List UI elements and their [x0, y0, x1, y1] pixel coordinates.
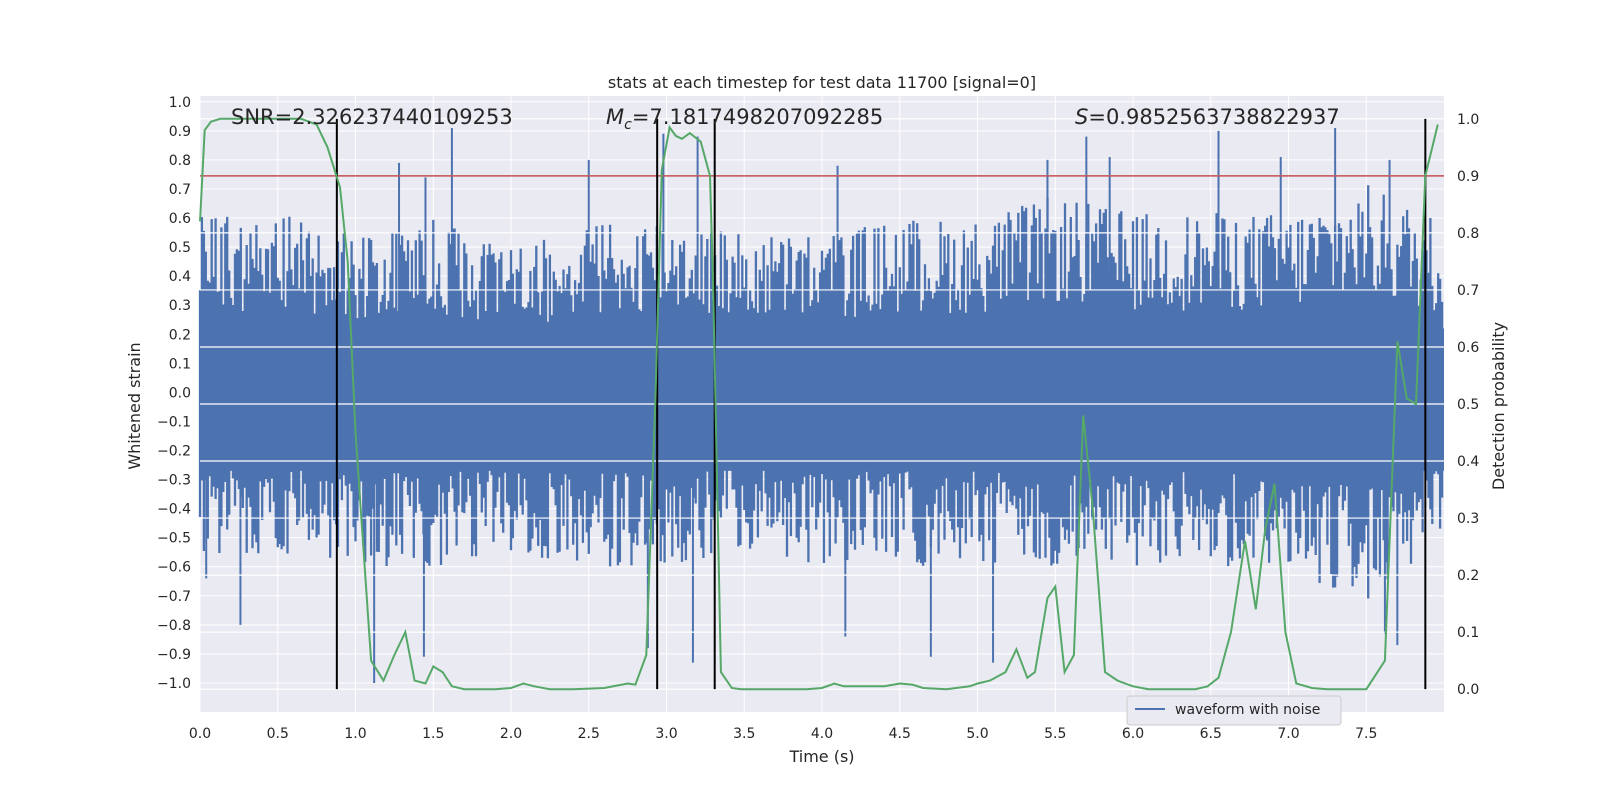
- vertical-markers: [335, 118, 1427, 690]
- x-tick-label: 6.5: [1200, 726, 1222, 742]
- x-tick-label: 5.5: [1044, 726, 1066, 742]
- x-tick-label: 2.5: [578, 726, 600, 742]
- y-tick-label-right: 0.0: [1457, 682, 1479, 698]
- x-tick-label: 7.0: [1277, 726, 1299, 742]
- y-tick-label: 0.8: [169, 153, 191, 169]
- y-ticks-right: 1.0 0.9 0.8 0.7 0.6 0.5 0.4 0.3 0.2 0.1 0.0: [1457, 112, 1479, 698]
- y-tick-label: 0.9: [169, 124, 191, 140]
- y-tick-label-right: 0.8: [1457, 226, 1479, 242]
- mc-subscript: c: [624, 117, 632, 133]
- y-tick-label-right: 0.4: [1457, 454, 1479, 470]
- y-tick-label: 0.5: [169, 240, 191, 256]
- y-tick-label: 0.0: [169, 385, 191, 401]
- y-tick-label: −0.9: [157, 647, 191, 663]
- y-tick-label: 0.7: [169, 182, 191, 198]
- s-value: =0.9852563738822937: [1088, 105, 1339, 129]
- x-tick-label: 4.0: [811, 726, 833, 742]
- detection-probability-line: [199, 117, 1439, 691]
- snr-annotation: SNR=2.326237440109253: [231, 105, 513, 129]
- y-tick-label-right: 0.6: [1457, 340, 1479, 356]
- y-tick-label: 0.1: [169, 356, 191, 372]
- y-tick-label: −0.1: [157, 414, 191, 430]
- y-tick-label-right: 0.9: [1457, 169, 1479, 185]
- legend: waveform with noise: [1126, 695, 1342, 726]
- x-tick-label: 0.0: [189, 726, 211, 742]
- y-tick-label-right: 0.7: [1457, 283, 1479, 299]
- x-axis-label: Time (s): [788, 747, 854, 766]
- mc-symbol: M: [606, 105, 624, 129]
- y-tick-label-right: 0.2: [1457, 568, 1479, 584]
- chart-title: stats at each timestep for test data 117…: [608, 73, 1036, 92]
- x-tick-label: 5.0: [966, 726, 988, 742]
- y-tick-label-right: 0.3: [1457, 511, 1479, 527]
- x-tick-label: 3.5: [733, 726, 755, 742]
- y-tick-label-right: 0.1: [1457, 625, 1479, 641]
- waveform-bars: [198, 127, 1444, 683]
- y-tick-label: −0.5: [157, 531, 191, 547]
- waveform-core: [200, 328, 1444, 471]
- x-tick-label: 4.5: [889, 726, 911, 742]
- x-tick-label: 3.0: [655, 726, 677, 742]
- x-tick-label: 1.5: [422, 726, 444, 742]
- x-tick-label: 6.0: [1122, 726, 1144, 742]
- y-axis-label-left: Whitened strain: [125, 342, 144, 469]
- x-tick-label: 2.0: [500, 726, 522, 742]
- y-tick-label: 0.2: [169, 327, 191, 343]
- y-tick-label: 1.0: [169, 95, 191, 111]
- y-tick-label: −0.3: [157, 473, 191, 489]
- s-annotation: S=0.9852563738822937: [1075, 105, 1340, 129]
- s-symbol: S: [1075, 105, 1088, 129]
- y-tick-label-right: 1.0: [1457, 112, 1479, 128]
- y-tick-label: −0.6: [157, 560, 191, 576]
- mc-annotation: Mc=7.1817498207092285: [606, 105, 883, 133]
- y-tick-label: 0.4: [169, 269, 191, 285]
- y-tick-label-right: 0.5: [1457, 397, 1479, 413]
- x-tick-label: 1.0: [344, 726, 366, 742]
- y-tick-label: 0.6: [169, 211, 191, 227]
- y-tick-label: −0.7: [157, 589, 191, 605]
- y-tick-label: −0.4: [157, 502, 191, 518]
- mc-value: =7.1817498207092285: [632, 105, 883, 129]
- legend-box: [1126, 695, 1342, 726]
- y-tick-label: 0.3: [169, 298, 191, 314]
- y-tick-label: −1.0: [157, 676, 191, 692]
- y-tick-label: −0.8: [157, 618, 191, 634]
- y-ticks-left: 1.0 0.9 0.8 0.7 0.6 0.5 0.4 0.3 0.2 0.1 0.0 −0.1 −0.…: [157, 95, 191, 692]
- x-ticks: 0.0 0.5 1.0 1.5 2.0 2.5 3.0 3.5 4.0 4.5 5.0 5.5 6.0 6…: [189, 726, 1378, 742]
- y-axis-label-right: Detection probability: [1489, 322, 1508, 490]
- x-tick-label: 0.5: [267, 726, 289, 742]
- x-tick-label: 7.5: [1355, 726, 1377, 742]
- legend-label: waveform with noise: [1175, 702, 1320, 718]
- y-tick-label: −0.2: [157, 443, 191, 459]
